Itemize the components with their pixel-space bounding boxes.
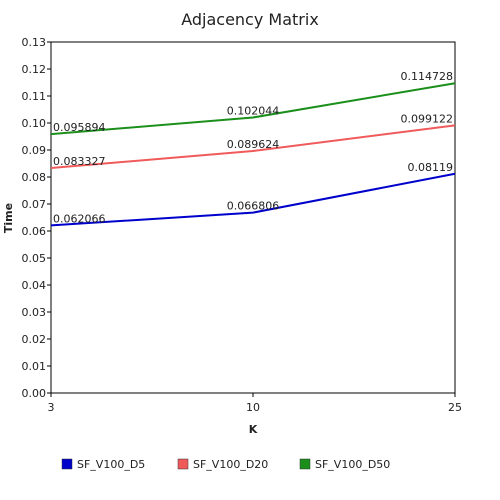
series-SF_V100_D5: 0.062066 0.066806 0.08119 <box>50 161 456 227</box>
data-label: 0.083327 <box>53 155 106 168</box>
data-label: 0.062066 <box>53 212 106 225</box>
data-label: 0.089624 <box>227 138 280 151</box>
data-label: 0.095894 <box>53 121 106 134</box>
plot-area <box>50 41 456 394</box>
legend-item: SF_V100_D20 <box>177 458 268 471</box>
data-label: 0.114728 <box>401 70 454 83</box>
series-line <box>50 172 456 227</box>
legend-swatch <box>177 458 189 470</box>
legend-label: SF_V100_D20 <box>193 458 268 471</box>
legend-swatch <box>299 458 311 470</box>
x-tick-label: 25 <box>448 401 462 414</box>
y-tick-label: 0.10 <box>22 117 47 130</box>
x-axis-label: K <box>249 423 258 436</box>
y-tick-label: 0.04 <box>22 279 47 292</box>
x-tick-label: 3 <box>48 401 55 414</box>
y-tick-label: 0.02 <box>22 333 47 346</box>
legend-item: SF_V100_D5 <box>61 458 145 471</box>
series-SF_V100_D50: 0.095894 0.102044 0.114728 <box>50 70 456 136</box>
chart-title: Adjacency Matrix <box>181 10 319 29</box>
data-label: 0.099122 <box>401 112 454 125</box>
x-tick-label: 10 <box>246 401 260 414</box>
y-tick-label: 0.07 <box>22 198 47 211</box>
series-layer: 0.0620660.0668060.081190.0833270.0896240… <box>50 70 456 227</box>
y-tick-label: 0.09 <box>22 144 47 157</box>
y-tick-label: 0.12 <box>22 63 47 76</box>
legend-label: SF_V100_D50 <box>315 458 390 471</box>
x-axis: 3 10 25 <box>48 393 462 414</box>
data-label: 0.102044 <box>227 104 280 117</box>
y-tick-label: 0.11 <box>22 90 47 103</box>
y-axis-label: Time <box>2 203 15 233</box>
y-tick-label: 0.08 <box>22 171 47 184</box>
y-axis: 0.00 0.01 0.02 0.03 0.04 0.05 0.06 0.07 0.08 0.09… <box>22 36 51 400</box>
data-label: 0.08119 <box>408 161 454 174</box>
legend-swatch <box>61 458 73 470</box>
legend-item: SF_V100_D50 <box>299 458 390 471</box>
legend: SF_V100_D5 SF_V100_D20 SF_V100_D50 <box>61 458 390 471</box>
series-SF_V100_D20: 0.083327 0.089624 0.099122 <box>50 112 456 170</box>
data-label: 0.066806 <box>227 200 280 213</box>
y-tick-label: 0.06 <box>22 225 47 238</box>
y-tick-label: 0.03 <box>22 306 47 319</box>
legend-label: SF_V100_D5 <box>77 458 145 471</box>
series-line <box>50 82 456 136</box>
y-tick-label: 0.00 <box>22 387 47 400</box>
series-line <box>50 124 456 170</box>
y-tick-label: 0.01 <box>22 360 47 373</box>
y-tick-label: 0.13 <box>22 36 47 49</box>
y-tick-label: 0.05 <box>22 252 47 265</box>
